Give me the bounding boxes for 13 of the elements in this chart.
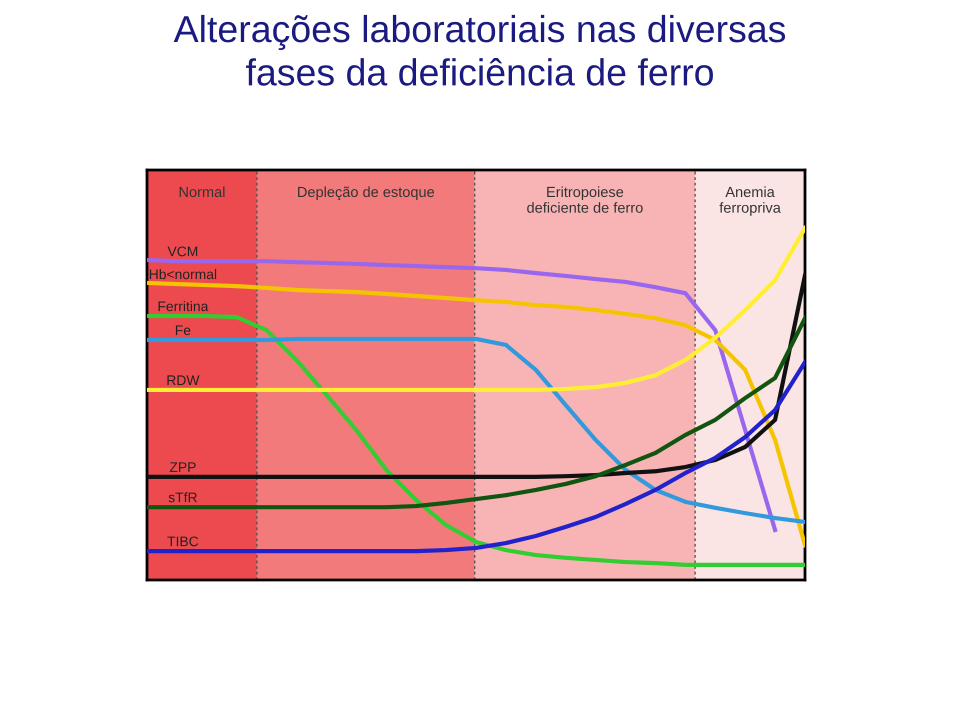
series-label: sTfR	[168, 492, 197, 502]
chart-title: Alterações laboratoriais nas diversas fases da deficiência de ferro	[174, 14, 786, 86]
series-label: Hb<normal	[150, 268, 216, 280]
series-label: Fe	[176, 325, 190, 336]
series-label: Ferritina	[158, 301, 208, 312]
text: Eritropoiese deficiente de ferro	[527, 186, 643, 213]
text: Depleção de estoque	[298, 186, 434, 200]
series-label: RDW	[167, 375, 200, 385]
text: Anemia ferropriva	[719, 186, 781, 216]
series-label: ZPP	[170, 462, 196, 472]
text: Normal	[180, 186, 224, 198]
series-label: TIBC	[167, 536, 198, 546]
series-label: VCM	[168, 246, 198, 256]
